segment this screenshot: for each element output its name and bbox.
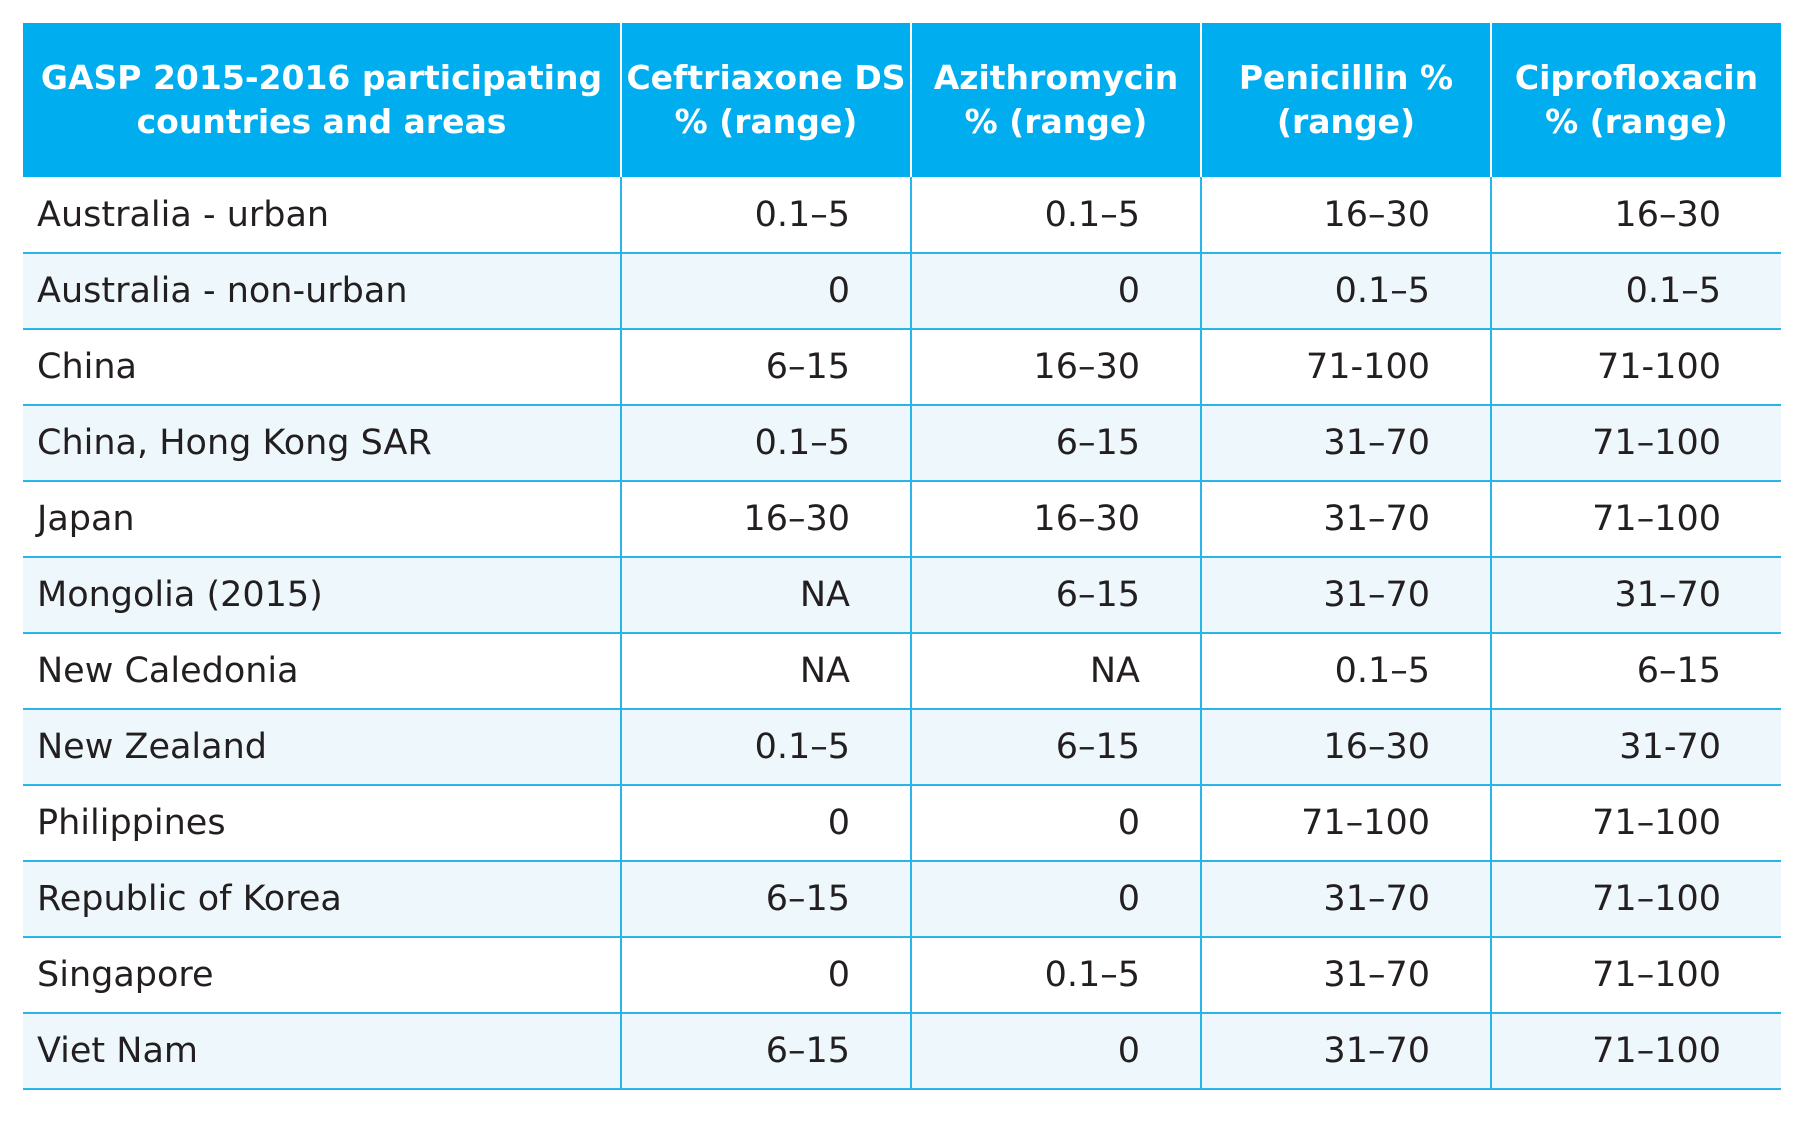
country-cell: Mongolia (2015) [23, 557, 621, 634]
ciprofloxacin-cell: 71-100 [1490, 329, 1781, 406]
azithromycin-cell: 6–15 [910, 557, 1201, 634]
header-penicillin: Penicillin % (range) [1200, 23, 1491, 177]
ciprofloxacin-cell: 16–30 [1490, 177, 1781, 254]
penicillin-cell: 16–30 [1200, 709, 1491, 786]
table-row: China 6–15 16–30 71-100 71-100 [23, 329, 1781, 406]
table-row: Mongolia (2015) NA 6–15 31–70 31–70 [23, 557, 1781, 634]
ciprofloxacin-cell: 71–100 [1490, 785, 1781, 862]
header-ceftriaxone: Ceftriaxone DS % (range) [620, 23, 911, 177]
ceftriaxone-cell: NA [620, 633, 911, 710]
country-cell: Viet Nam [23, 1013, 621, 1090]
ciprofloxacin-cell: 71–100 [1490, 861, 1781, 938]
azithromycin-cell: 0 [910, 253, 1201, 330]
ceftriaxone-cell: 0.1–5 [620, 177, 911, 254]
ciprofloxacin-cell: 71–100 [1490, 937, 1781, 1014]
ceftriaxone-cell: 6–15 [620, 1013, 911, 1090]
ceftriaxone-cell: 0 [620, 785, 911, 862]
ceftriaxone-cell: 6–15 [620, 861, 911, 938]
table-row: Japan 16–30 16–30 31–70 71–100 [23, 481, 1781, 558]
penicillin-cell: 0.1–5 [1200, 253, 1491, 330]
ciprofloxacin-cell: 71–100 [1490, 481, 1781, 558]
table-row: Republic of Korea 6–15 0 31–70 71–100 [23, 861, 1781, 938]
ceftriaxone-cell: 0.1–5 [620, 405, 911, 482]
country-cell: China, Hong Kong SAR [23, 405, 621, 482]
penicillin-cell: 31–70 [1200, 937, 1491, 1014]
azithromycin-cell: 0.1–5 [910, 937, 1201, 1014]
table-body: Australia - urban 0.1–5 0.1–5 16–30 16–3… [23, 177, 1781, 1090]
country-cell: New Zealand [23, 709, 621, 786]
table-row: China, Hong Kong SAR 0.1–5 6–15 31–70 71… [23, 405, 1781, 482]
ceftriaxone-cell: 0 [620, 253, 911, 330]
table-row: Australia - non-urban 0 0 0.1–5 0.1–5 [23, 253, 1781, 330]
ciprofloxacin-cell: 71–100 [1490, 405, 1781, 482]
ciprofloxacin-cell: 31–70 [1490, 557, 1781, 634]
ceftriaxone-cell: 16–30 [620, 481, 911, 558]
ciprofloxacin-cell: 71–100 [1490, 1013, 1781, 1090]
penicillin-cell: 31–70 [1200, 557, 1491, 634]
penicillin-cell: 71-100 [1200, 329, 1491, 406]
ceftriaxone-cell: NA [620, 557, 911, 634]
ciprofloxacin-cell: 0.1–5 [1490, 253, 1781, 330]
azithromycin-cell: 16–30 [910, 481, 1201, 558]
table-row: Philippines 0 0 71–100 71–100 [23, 785, 1781, 862]
header-countries: GASP 2015-2016 participating countries a… [23, 23, 621, 177]
table-row: Australia - urban 0.1–5 0.1–5 16–30 16–3… [23, 177, 1781, 254]
country-cell: Japan [23, 481, 621, 558]
azithromycin-cell: 0.1–5 [910, 177, 1201, 254]
azithromycin-cell: 0 [910, 1013, 1201, 1090]
penicillin-cell: 71–100 [1200, 785, 1491, 862]
azithromycin-cell: 6–15 [910, 709, 1201, 786]
ceftriaxone-cell: 0 [620, 937, 911, 1014]
ceftriaxone-cell: 0.1–5 [620, 709, 911, 786]
header-ciprofloxacin: Ciprofloxacin % (range) [1490, 23, 1781, 177]
table-header: GASP 2015-2016 participating countries a… [23, 23, 1781, 177]
penicillin-cell: 31–70 [1200, 861, 1491, 938]
header-row: GASP 2015-2016 participating countries a… [23, 23, 1781, 177]
table-row: New Caledonia NA NA 0.1–5 6–15 [23, 633, 1781, 710]
ciprofloxacin-cell: 31-70 [1490, 709, 1781, 786]
penicillin-cell: 0.1–5 [1200, 633, 1491, 710]
penicillin-cell: 31–70 [1200, 481, 1491, 558]
azithromycin-cell: 16–30 [910, 329, 1201, 406]
penicillin-cell: 16–30 [1200, 177, 1491, 254]
table-row: Viet Nam 6–15 0 31–70 71–100 [23, 1013, 1781, 1090]
country-cell: Australia - urban [23, 177, 621, 254]
azithromycin-cell: 0 [910, 861, 1201, 938]
resistance-table-container: GASP 2015-2016 participating countries a… [23, 23, 1781, 1090]
azithromycin-cell: NA [910, 633, 1201, 710]
penicillin-cell: 31–70 [1200, 1013, 1491, 1090]
antibiotic-resistance-table: GASP 2015-2016 participating countries a… [23, 23, 1781, 1090]
table-row: New Zealand 0.1–5 6–15 16–30 31-70 [23, 709, 1781, 786]
country-cell: China [23, 329, 621, 406]
ciprofloxacin-cell: 6–15 [1490, 633, 1781, 710]
country-cell: Philippines [23, 785, 621, 862]
country-cell: Australia - non-urban [23, 253, 621, 330]
ceftriaxone-cell: 6–15 [620, 329, 911, 406]
country-cell: New Caledonia [23, 633, 621, 710]
azithromycin-cell: 0 [910, 785, 1201, 862]
penicillin-cell: 31–70 [1200, 405, 1491, 482]
country-cell: Singapore [23, 937, 621, 1014]
table-row: Singapore 0 0.1–5 31–70 71–100 [23, 937, 1781, 1014]
country-cell: Republic of Korea [23, 861, 621, 938]
header-azithromycin: Azithromycin % (range) [910, 23, 1201, 177]
azithromycin-cell: 6–15 [910, 405, 1201, 482]
